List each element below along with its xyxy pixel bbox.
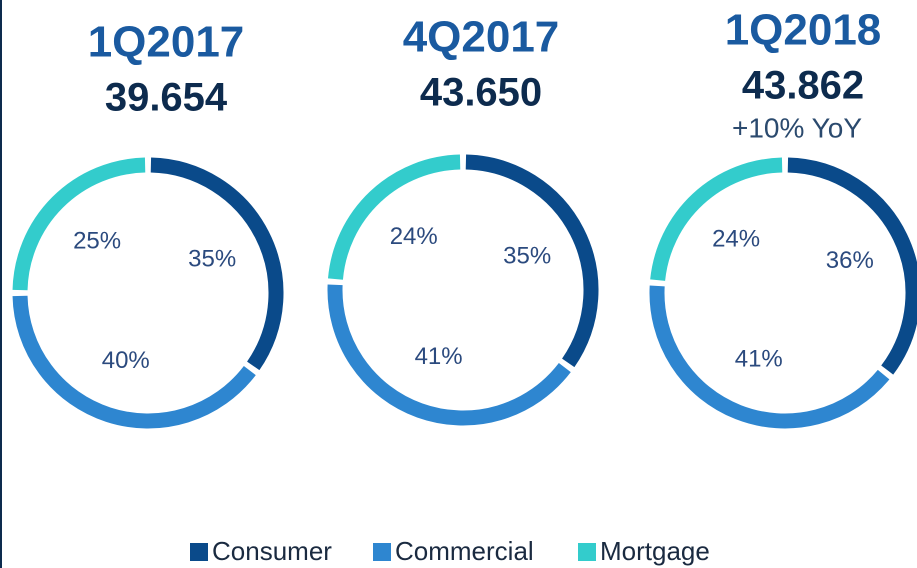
value-label: 24% [390,223,438,250]
value-label: 35% [503,243,551,270]
donut-segment [12,157,146,291]
legend-swatch [373,543,391,561]
legend-swatch [190,543,208,561]
donut-segment [649,285,890,429]
value-label: 40% [102,347,150,374]
chart-title: 4Q2017 [403,13,560,62]
value-label: 35% [188,246,236,273]
donut-segment [650,157,783,282]
legend-label: Mortgage [600,536,710,566]
chart-subtitle: 39.654 [105,76,228,120]
chart-title: 1Q2017 [88,18,245,67]
legend-label: Commercial [395,536,534,566]
value-label: 36% [826,247,874,274]
chart-subtitle: 43.862 [742,64,864,108]
donut-segment [12,295,256,429]
chart-title: 1Q2018 [725,6,882,55]
value-label: 41% [415,343,463,370]
legend-swatch [578,543,596,561]
annotation: +10% YoY [732,112,862,143]
chart-subtitle: 43.650 [420,71,542,115]
value-label: 25% [73,227,121,254]
donut-segment [327,154,461,280]
donut-segment [327,284,571,426]
legend-label: Consumer [212,536,332,566]
donut-segment [465,154,599,368]
donut-segment [787,157,917,375]
donut-segment [150,157,284,371]
value-label: 41% [735,345,783,372]
value-label: 24% [712,225,760,252]
